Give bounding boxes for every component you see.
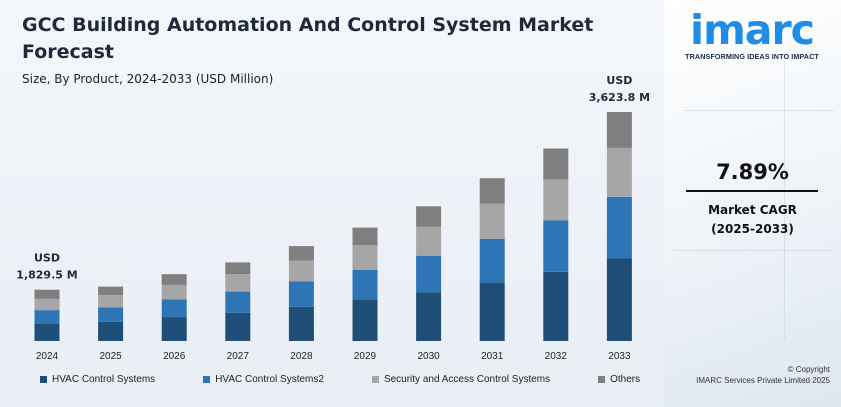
bar-segment-2029-2 <box>352 269 378 300</box>
legend-swatch <box>40 376 47 383</box>
bar-segment-2026-3 <box>161 284 187 300</box>
bar-segment-2028-2 <box>288 281 314 307</box>
brand-panel: imarc TRANSFORMING IDEAS INTO IMPACT 7.8… <box>664 0 841 407</box>
bar-segment-2030-3 <box>416 226 442 256</box>
bar-segment-2026-1 <box>161 317 187 341</box>
bar-segment-2033-2 <box>606 196 632 259</box>
legend-label: Security and Access Control Systems <box>383 374 551 385</box>
bar-segment-2032-4 <box>543 148 569 180</box>
copyright-line1: © Copyright <box>787 365 830 374</box>
x-tick-label: 2024 <box>36 351 59 362</box>
bar-segment-2031-3 <box>479 203 505 239</box>
bar-segment-2024-2 <box>34 310 60 324</box>
legend-item-3: Security and Access Control Systems <box>371 374 551 385</box>
bar-segment-2024-3 <box>34 298 60 311</box>
x-tick-label: 2027 <box>227 351 250 362</box>
bar-segment-2030-2 <box>416 255 442 293</box>
chart-legend: HVAC Control Systems HVAC Control Systems… <box>40 374 688 385</box>
imarc-logo: imarc TRANSFORMING IDEAS INTO IMPACT <box>672 6 832 61</box>
bar-segment-2029-4 <box>352 227 378 245</box>
legend-item-1: HVAC Control Systems <box>40 374 155 385</box>
chart-panel: GCC Building Automation And Control Syst… <box>0 0 664 407</box>
bar-segment-2029-3 <box>352 245 378 270</box>
bar-segment-2028-1 <box>288 306 314 341</box>
data-label-2033-line1: USD <box>606 74 632 87</box>
bar-segment-2033-3 <box>606 147 632 197</box>
x-tick-label: 2026 <box>163 351 186 362</box>
x-tick-label: 2033 <box>608 351 631 362</box>
bar-segment-2027-4 <box>225 262 251 275</box>
stacked-bar-chart: 2024 2025 2026 2027 2028 2029 2030 2031 2032 2033… <box>16 74 650 362</box>
data-label-2024-line2: 1,829.5 M <box>16 269 77 282</box>
cagr-label-block: Market CAGR (2025-2033) <box>664 201 841 239</box>
legend-swatch <box>598 376 606 383</box>
legend-swatch <box>371 376 379 383</box>
cagr-label: Market CAGR <box>708 203 797 217</box>
x-tick-label: 2025 <box>99 351 122 362</box>
bar-segment-2032-1 <box>543 272 569 341</box>
bar-segment-2025-4 <box>98 286 124 295</box>
cagr-period: (2025-2033) <box>711 222 794 236</box>
legend-label: Others <box>610 374 641 385</box>
data-label-2024-line1: USD <box>34 252 60 265</box>
bar-segment-2029-1 <box>352 300 378 341</box>
bar-segment-2032-3 <box>543 179 569 221</box>
copyright-notice: © Copyright IMARC Services Private Limit… <box>664 364 830 386</box>
bar-segment-2033-1 <box>606 258 632 341</box>
bar-segment-2025-3 <box>98 295 124 308</box>
x-tick-label: 2032 <box>545 351 568 362</box>
decorative-grid-line <box>784 60 785 340</box>
cagr-value: 7.89% <box>716 160 789 184</box>
x-tick-label: 2029 <box>354 351 377 362</box>
data-label-2033-line2: 3,623.8 M <box>589 91 650 104</box>
bar-segment-2025-1 <box>98 321 124 341</box>
bar-segment-2027-2 <box>225 291 251 313</box>
x-tick-label: 2030 <box>417 351 440 362</box>
legend-item-4: Others <box>598 374 640 385</box>
decorative-grid-line <box>674 250 834 251</box>
bar-segment-2030-4 <box>416 206 442 227</box>
chart-title: GCC Building Automation And Control Syst… <box>22 14 594 63</box>
legend-label: HVAC Control Systems <box>52 374 156 385</box>
bar-segment-2025-2 <box>98 307 124 322</box>
bar-segment-2033-4 <box>606 112 632 148</box>
bar-segment-2028-4 <box>288 246 314 261</box>
bar-segment-2027-3 <box>225 274 251 292</box>
bar-segment-2027-1 <box>225 312 251 341</box>
logo-wordmark: imarc <box>690 6 815 54</box>
bar-segment-2031-2 <box>479 238 505 283</box>
bar-segment-2024-1 <box>34 323 60 341</box>
logo-tagline: TRANSFORMING IDEAS INTO IMPACT <box>685 52 819 61</box>
x-tick-label: 2028 <box>290 351 313 362</box>
bar-segment-2031-1 <box>479 282 505 341</box>
bar-segment-2030-1 <box>416 292 442 341</box>
legend-item-2: HVAC Control Systems2 <box>203 374 324 385</box>
copyright-line2: IMARC Services Private Limited 2025 <box>696 376 830 385</box>
x-tick-label: 2031 <box>481 351 504 362</box>
cagr-divider <box>686 190 818 192</box>
chart-subtitle: Size, By Product, 2024-2033 (USD Million… <box>22 72 274 86</box>
legend-label: HVAC Control Systems2 <box>215 374 324 385</box>
bar-segment-2024-4 <box>34 289 60 299</box>
bar-segment-2026-4 <box>161 274 187 285</box>
decorative-grid-line <box>684 110 834 111</box>
bar-segment-2031-4 <box>479 178 505 204</box>
bar-segment-2026-2 <box>161 299 187 318</box>
bar-segment-2028-3 <box>288 260 314 282</box>
bar-segment-2032-2 <box>543 220 569 272</box>
legend-swatch <box>203 376 211 383</box>
